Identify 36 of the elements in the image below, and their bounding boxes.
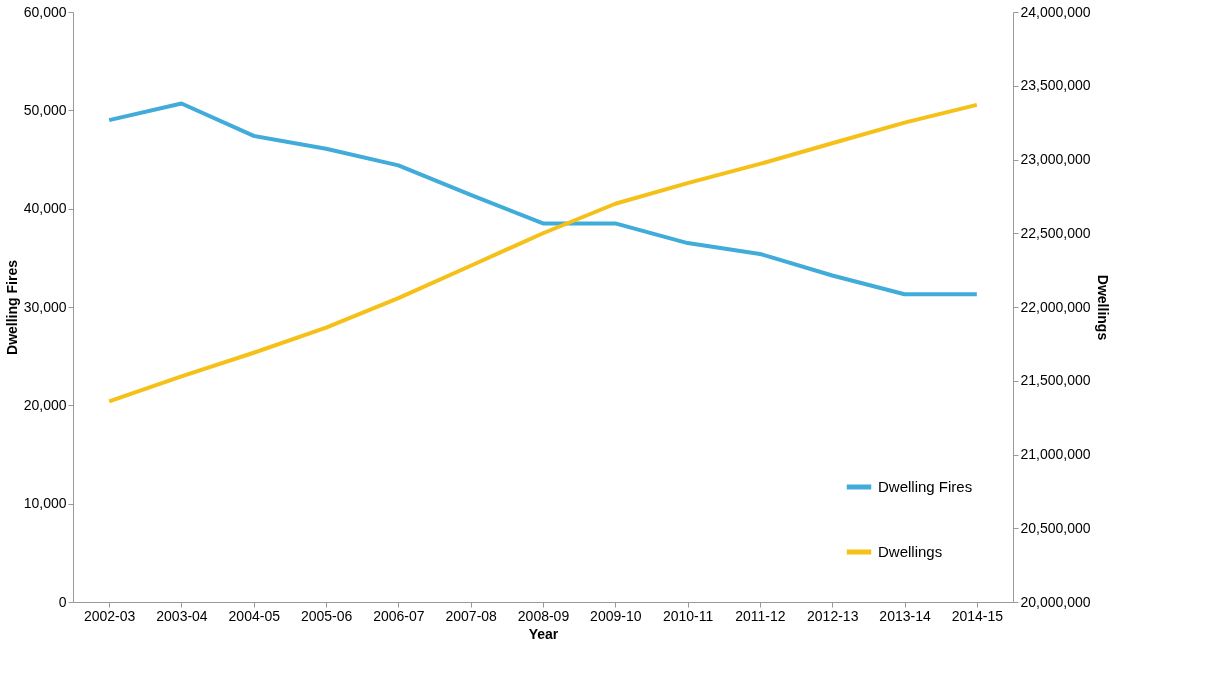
legend-label: Dwellings bbox=[878, 543, 943, 560]
y-tick-label: 30,000 bbox=[23, 298, 67, 315]
y2-tick-label: 23,500,000 bbox=[1020, 77, 1091, 94]
x-tick-label: 2007-08 bbox=[445, 607, 498, 624]
x-tick-label: 2003-04 bbox=[156, 607, 208, 624]
y2-tick-label: 21,000,000 bbox=[1020, 446, 1091, 462]
x-tick-label: 2013-14 bbox=[879, 607, 931, 624]
x-tick-label: 2011-12 bbox=[735, 607, 786, 624]
y2-tick-label: 24,000,000 bbox=[1020, 3, 1091, 20]
y-tick-label: 40,000 bbox=[23, 200, 67, 217]
y2-tick-label: 20,500,000 bbox=[1020, 519, 1091, 536]
y2-tick-label: 22,000,000 bbox=[1020, 298, 1091, 315]
line-series bbox=[107, 101, 979, 297]
x-tick-label: 2009-10 bbox=[590, 607, 642, 624]
x-tick-label: 2005-06 bbox=[300, 607, 353, 624]
y-tick-label: 60,000 bbox=[23, 3, 67, 20]
x-tick-label: 2004-05 bbox=[228, 607, 281, 624]
y-tick-label: 0 bbox=[58, 593, 67, 610]
y-tick-label: 20,000 bbox=[23, 396, 67, 413]
x-axis-title: Year bbox=[528, 625, 559, 642]
y2-tick-label: 21,500,000 bbox=[1020, 372, 1091, 389]
x-tick-label: 2008-09 bbox=[517, 607, 570, 624]
legend-label: Dwelling Fires bbox=[878, 478, 973, 495]
x-tick-label: 2010-11 bbox=[662, 607, 714, 624]
y2-tick-label: 23,000,000 bbox=[1020, 151, 1091, 167]
x-tick-label: 2014-15 bbox=[951, 607, 1004, 624]
y2-tick-label: 20,000,000 bbox=[1020, 593, 1091, 610]
y-tick-label: 50,000 bbox=[23, 101, 67, 118]
x-tick-label: 2006-07 bbox=[373, 607, 425, 624]
y-tick-label: 10,000 bbox=[23, 495, 67, 512]
line-series bbox=[107, 102, 979, 404]
y-axis-title: Dwelling Fires bbox=[3, 259, 20, 355]
x-tick-label: 2002-03 bbox=[83, 607, 136, 624]
y2-axis-title: Dwellings bbox=[1094, 274, 1111, 341]
y2-tick-label: 22,500,000 bbox=[1020, 224, 1091, 241]
x-tick-label: 2012-13 bbox=[807, 607, 859, 624]
